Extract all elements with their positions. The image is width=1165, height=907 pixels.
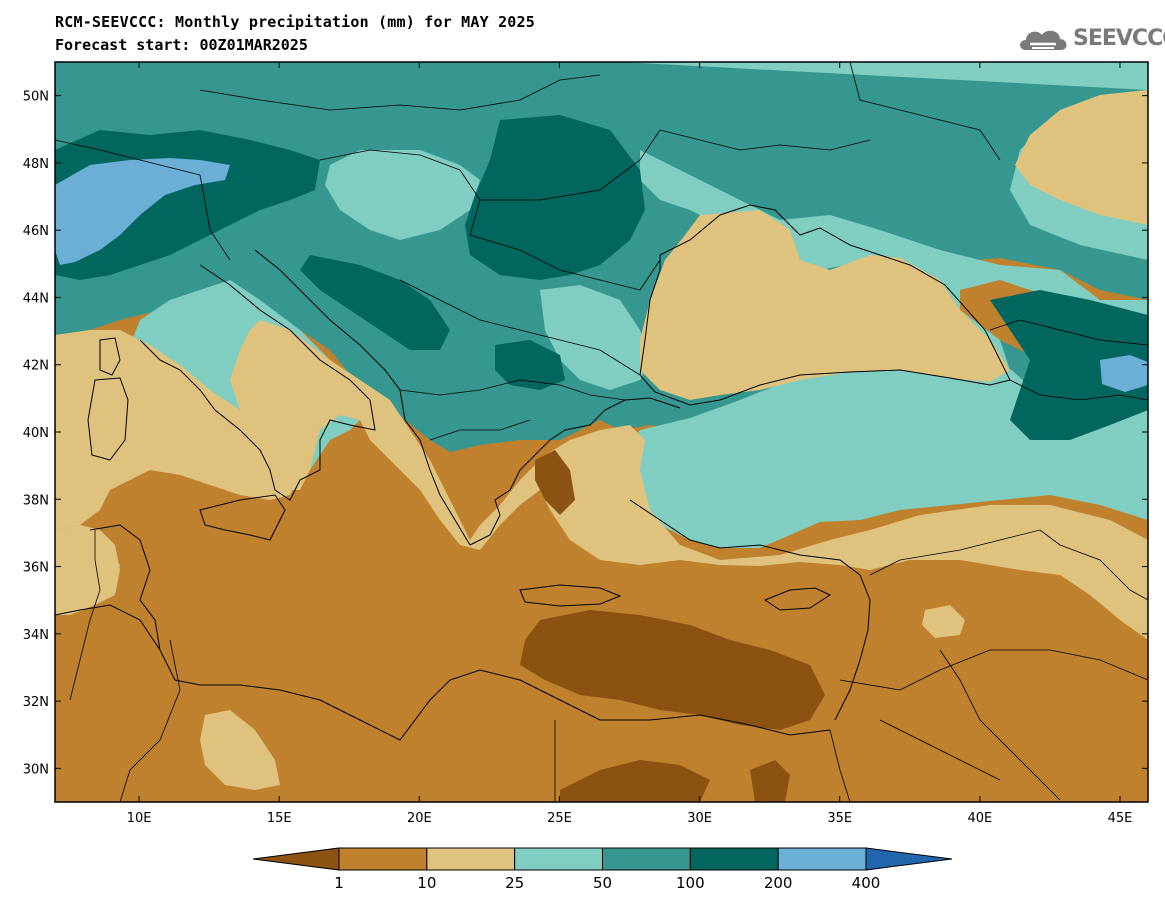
field-tyrrhenian-dry <box>55 330 300 530</box>
field-adriatic-dry <box>230 320 1148 640</box>
colorbar-bin <box>252 847 340 871</box>
lat-tick-label: 38N <box>23 493 49 508</box>
border-line <box>839 649 1148 691</box>
colorbar-label: 25 <box>505 874 524 892</box>
colorbar-label: 100 <box>676 874 705 892</box>
lat-tick-label: 42N <box>23 359 49 374</box>
border-line <box>1009 379 1148 401</box>
border-line <box>829 729 851 802</box>
country-borders <box>55 62 1148 802</box>
field-caucasus-100-200 <box>990 290 1148 440</box>
tunisia-coast <box>89 524 161 651</box>
map-title: RCM-SEEVCCC: Monthly precipitation (mm) … <box>55 13 535 31</box>
border-line <box>69 530 101 701</box>
lon-tick-label: 35E <box>827 811 852 826</box>
lon-tick-label: 25E <box>547 811 572 826</box>
colorbar-label: 400 <box>852 874 881 892</box>
field-sinai-dry <box>922 605 965 638</box>
coastlines <box>55 204 1011 741</box>
latitude-axis: 30N 32N 34N 36N 38N 40N 42N 44N 46N 48N 50N <box>23 90 1148 777</box>
field-alps-200-400 <box>55 158 230 265</box>
colorbar: 1 10 25 50 100 200 400 <box>252 847 953 892</box>
field-dinarides-100-200 <box>300 255 450 350</box>
forecast-start-label: Forecast start: 00Z01MAR2025 <box>55 36 308 54</box>
sicily-coast <box>199 494 286 541</box>
longitude-axis: 10E 15E 20E 25E 30E 35E 40E 45E <box>127 62 1133 826</box>
colorbar-label: 10 <box>417 874 436 892</box>
lat-tick-label: 32N <box>23 695 49 710</box>
lat-tick-label: 46N <box>23 224 49 239</box>
border-line <box>879 719 1001 781</box>
lon-tick-label: 40E <box>967 811 992 826</box>
lon-tick-label: 45E <box>1108 811 1133 826</box>
lat-tick-label: 36N <box>23 561 49 576</box>
lon-tick-label: 20E <box>407 811 432 826</box>
sardinia-coast <box>87 377 129 461</box>
border-line <box>399 279 641 376</box>
lat-tick-label: 34N <box>23 628 49 643</box>
logo-text: SEEVCCC <box>1073 26 1165 51</box>
border-line <box>399 379 626 401</box>
field-caucasus-200-400 <box>1100 355 1148 392</box>
field-delta-driest <box>750 760 790 802</box>
border-line <box>939 649 1061 801</box>
seevccc-logo: SEEVCCC <box>1016 22 1165 56</box>
field-aegean-driest <box>535 450 575 515</box>
crete-coast <box>519 584 622 607</box>
border-line <box>429 419 531 441</box>
precipitation-field <box>55 62 1148 802</box>
cloud-icon <box>1020 30 1067 50</box>
lon-tick-label: 10E <box>127 811 152 826</box>
border-line <box>119 639 181 802</box>
north-africa-coast <box>55 604 831 741</box>
field-blacksea-dry <box>640 210 1010 400</box>
colorbar-label: 1 <box>334 874 344 892</box>
turkey-south-coast <box>629 499 871 601</box>
border-line <box>319 149 481 236</box>
field-libya-dry <box>200 710 280 790</box>
border-line <box>659 129 871 151</box>
colorbar-bin <box>865 847 953 871</box>
border-line <box>199 174 231 261</box>
colorbar-bin <box>602 847 691 871</box>
italy-coast <box>139 264 376 501</box>
border-line <box>480 129 661 201</box>
border-line <box>989 319 1148 346</box>
lat-tick-label: 44N <box>23 291 49 306</box>
colorbar-bin <box>338 847 428 871</box>
field-east-25-50 <box>625 150 1148 548</box>
border-line <box>469 234 661 291</box>
lon-tick-label: 30E <box>687 811 712 826</box>
lat-tick-label: 30N <box>23 762 49 777</box>
border-line <box>199 74 601 111</box>
colorbar-bin <box>426 847 516 871</box>
black-sea-coast <box>639 204 1011 406</box>
lat-tick-label: 40N <box>23 426 49 441</box>
field-egypt-driest <box>560 760 710 802</box>
colorbar-bin <box>514 847 604 871</box>
lat-tick-label: 48N <box>23 157 49 172</box>
field-tunisia-dry <box>55 525 120 615</box>
colorbar-bin <box>777 847 867 871</box>
field-ukraine-dry <box>1015 90 1148 225</box>
colorbar-label: 200 <box>764 874 793 892</box>
field-eastmed-driest <box>520 610 825 730</box>
lon-tick-label: 15E <box>267 811 292 826</box>
colorbar-label: 50 <box>593 874 612 892</box>
field-balkan-100-200 <box>495 340 565 390</box>
border-line <box>849 62 1001 161</box>
lat-tick-label: 50N <box>23 90 49 105</box>
levant-coast <box>834 599 871 721</box>
border-line <box>869 529 1148 601</box>
field-pannonian-25-50 <box>325 150 480 240</box>
cyprus-coast <box>763 587 832 611</box>
corsica-coast <box>99 337 121 376</box>
colorbar-bin <box>689 847 779 871</box>
greece-coast <box>469 397 681 546</box>
border-line <box>55 139 201 176</box>
